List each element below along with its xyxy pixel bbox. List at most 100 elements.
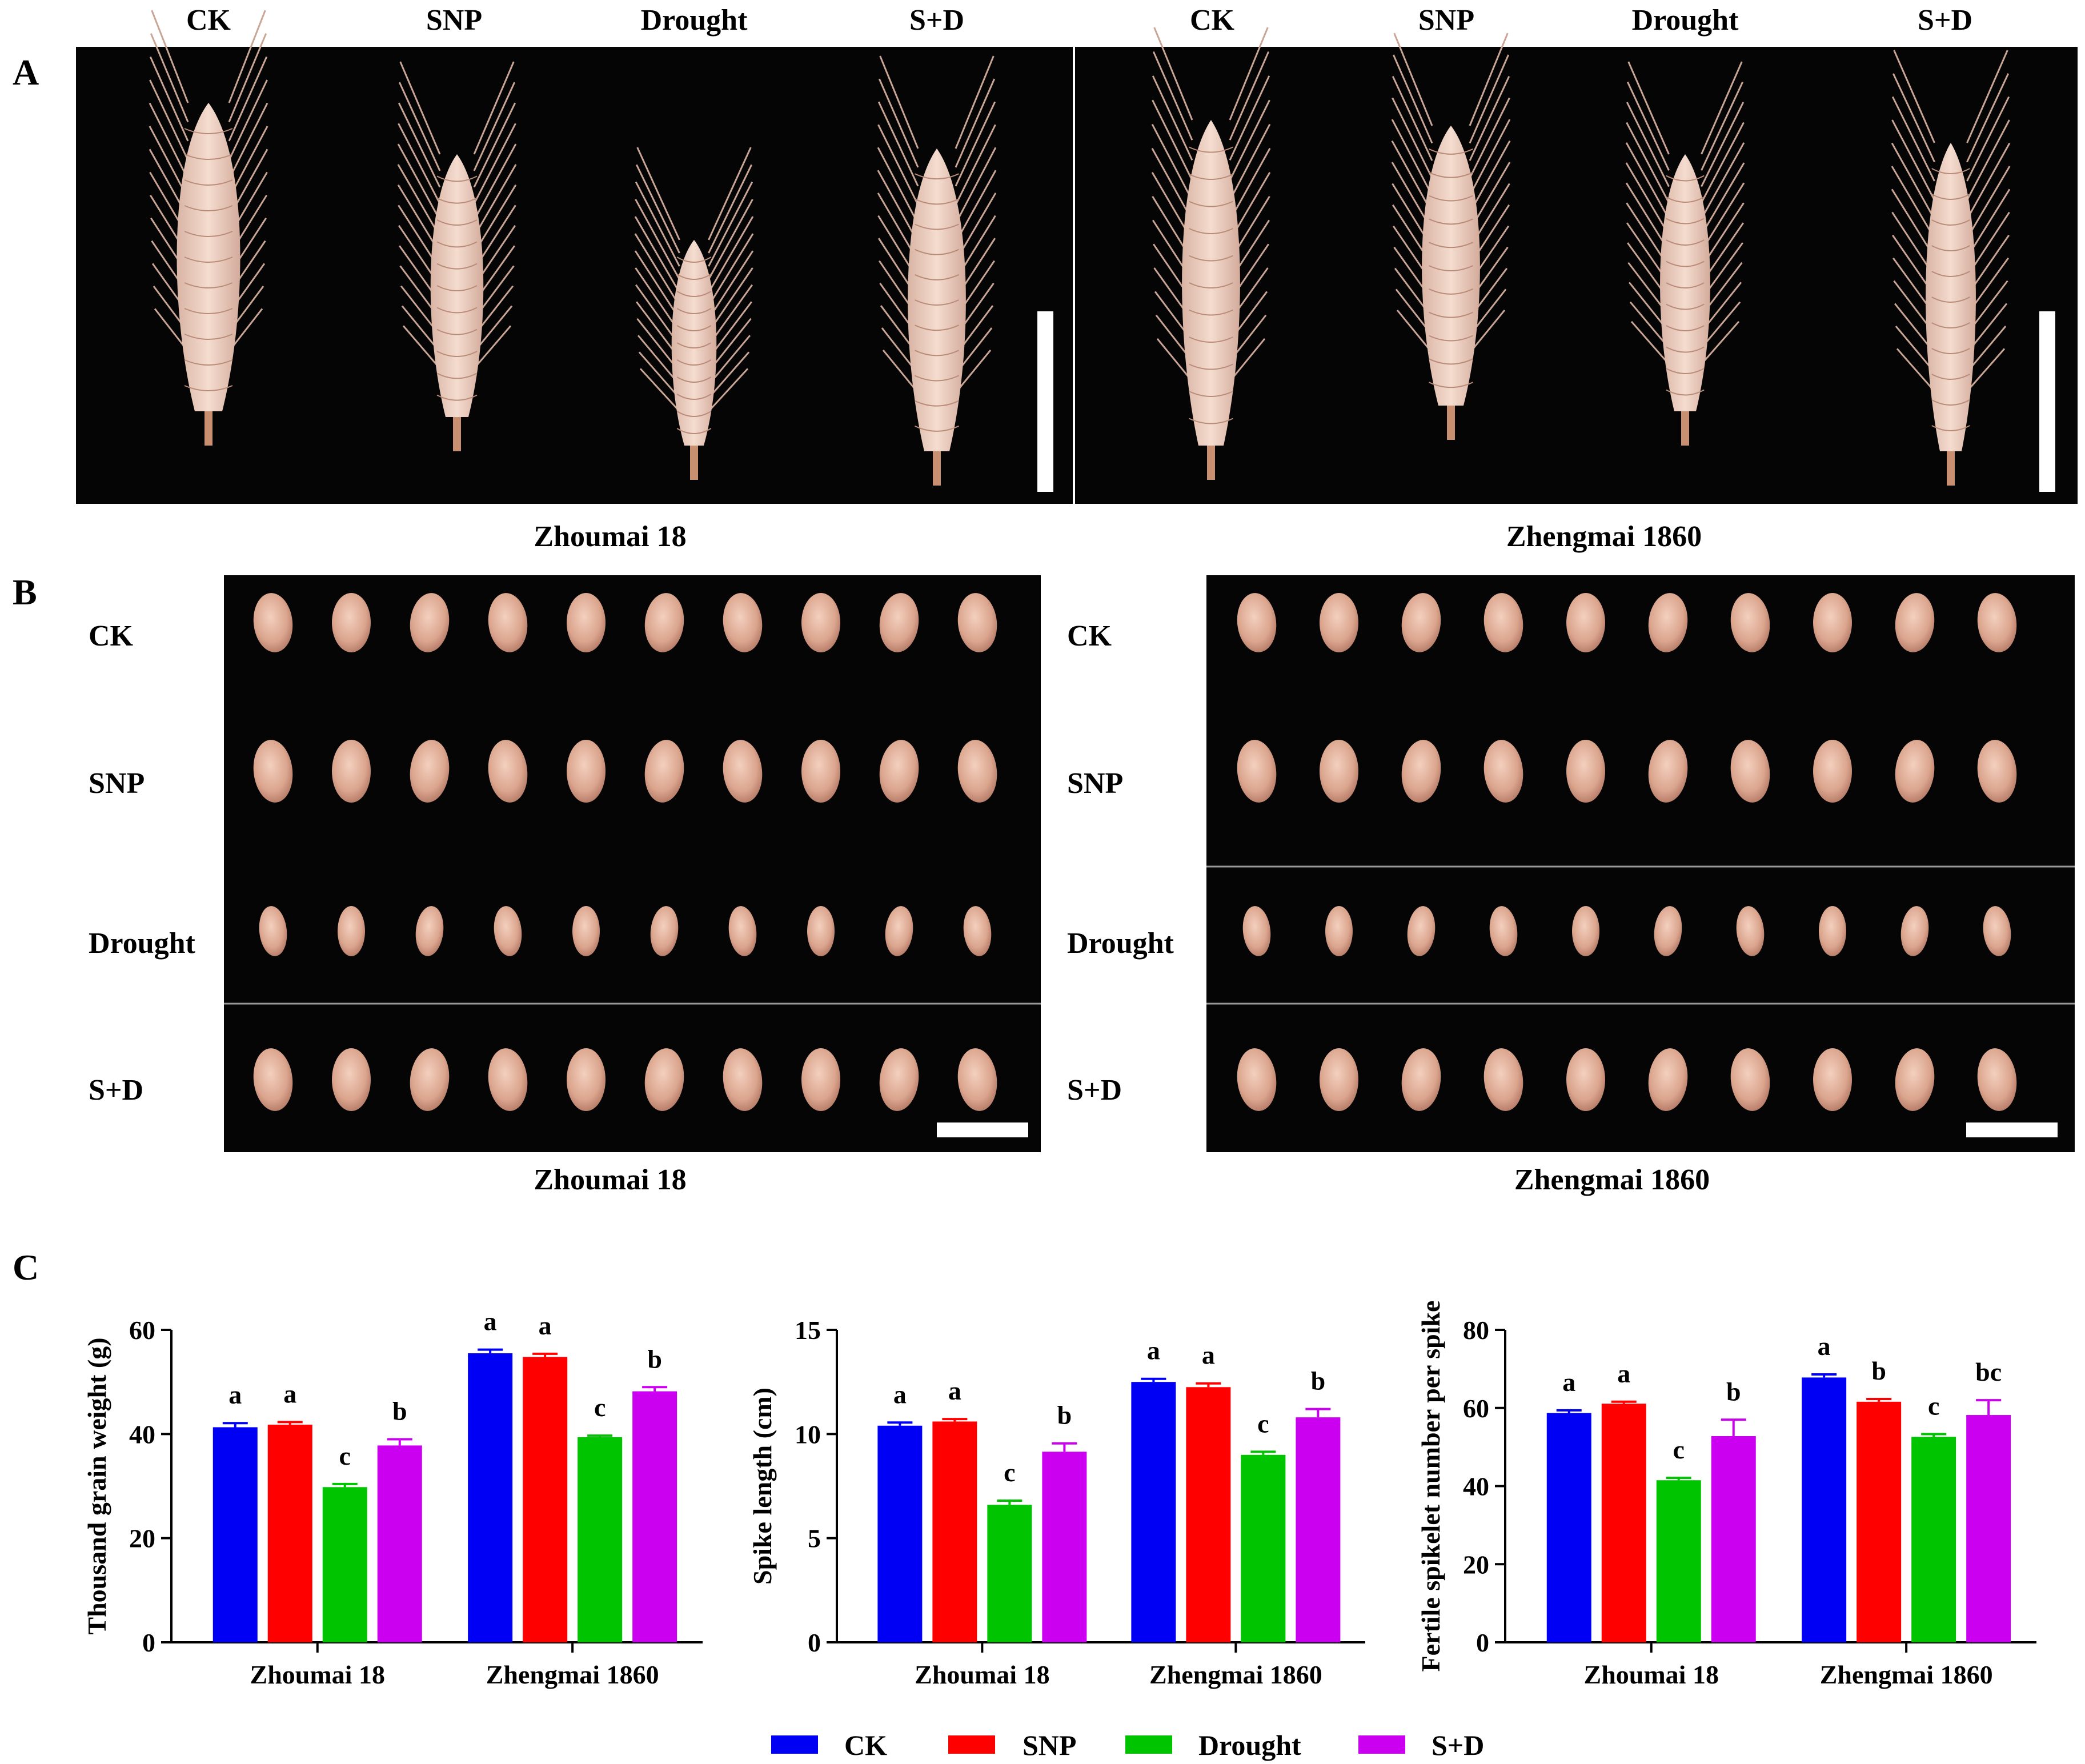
grain-illustrations xyxy=(253,593,2017,1111)
awn xyxy=(1625,142,1670,219)
significance-letter: a xyxy=(948,1376,961,1405)
spikelet-line xyxy=(1189,418,1233,424)
stem xyxy=(1947,451,1955,486)
spikelet-line xyxy=(676,325,712,331)
spikelet-line xyxy=(676,274,712,280)
significance-letter: bc xyxy=(1975,1357,2002,1386)
awn xyxy=(1966,50,2008,143)
spikelet-line xyxy=(676,376,712,383)
spikelet-line xyxy=(915,248,959,255)
bar-drought xyxy=(322,1487,367,1642)
spike-head xyxy=(671,240,717,446)
awn xyxy=(228,33,267,123)
stem xyxy=(933,451,941,486)
awn xyxy=(955,170,997,243)
significance-letter: a xyxy=(1202,1341,1215,1370)
awn xyxy=(398,102,441,188)
panel-a-label: A xyxy=(13,52,39,93)
wheat-grain xyxy=(338,906,365,956)
cultivar-label-zhoumai18: Zhoumai 18 xyxy=(534,520,686,553)
wheat-grain xyxy=(644,593,684,652)
awn xyxy=(1891,142,1935,220)
wheat-grain xyxy=(415,906,444,956)
awn xyxy=(1469,119,1511,197)
significance-letter: a xyxy=(228,1380,242,1409)
wheat-grain xyxy=(567,593,606,652)
spikelet-line xyxy=(915,350,959,356)
spike-head xyxy=(1422,126,1480,406)
row-label-ck: CK xyxy=(89,620,134,652)
spikelet-line xyxy=(676,308,712,314)
awn xyxy=(1701,320,1740,365)
awn xyxy=(1701,182,1745,252)
wheat-spike xyxy=(149,10,268,446)
wheat-grain xyxy=(1648,1048,1688,1111)
wheat-grain xyxy=(1483,740,1523,803)
y-axis-label: Thousand grain weight (g) xyxy=(82,1337,111,1634)
awn xyxy=(402,325,441,369)
y-tick-label: 15 xyxy=(795,1316,821,1345)
awn xyxy=(879,55,919,149)
awn xyxy=(1966,348,2006,392)
spikelet-line xyxy=(1931,271,1970,277)
wheat-grain xyxy=(1813,1048,1852,1111)
awn xyxy=(708,164,753,254)
scale-bar xyxy=(1966,1122,2058,1137)
awn xyxy=(708,233,754,307)
awn xyxy=(398,82,441,171)
wheat-grain xyxy=(644,1048,684,1111)
awn xyxy=(636,147,680,240)
significance-letter: a xyxy=(1617,1359,1630,1388)
wheat-grain xyxy=(723,1048,763,1111)
spikelet-line xyxy=(436,351,478,357)
legend-label-ck: CK xyxy=(844,1729,887,1761)
bar-ck xyxy=(1546,1413,1591,1642)
awn xyxy=(955,349,992,394)
spikelet-line xyxy=(1666,175,1705,182)
awn xyxy=(1392,97,1433,179)
significance-letter: b xyxy=(647,1344,662,1373)
bar-snp xyxy=(932,1421,977,1642)
awn xyxy=(397,164,441,237)
awn xyxy=(228,56,268,142)
awn xyxy=(637,335,680,386)
spikelet-line xyxy=(915,173,959,180)
awn xyxy=(708,147,752,240)
spikelet-line xyxy=(1429,358,1473,365)
awn xyxy=(878,78,919,168)
awn xyxy=(635,181,680,267)
bar-snp xyxy=(1601,1404,1646,1642)
awn xyxy=(1891,166,1935,239)
wheat-spike xyxy=(1625,61,1745,446)
awn xyxy=(149,102,189,180)
awn xyxy=(1626,81,1670,171)
spikelet-line xyxy=(1666,197,1705,203)
wheat-grain xyxy=(1237,740,1277,803)
wheat-grain xyxy=(1648,740,1688,803)
spikelet-line xyxy=(915,198,959,205)
row-label-ck: CK xyxy=(1067,620,1112,652)
spikelet-line xyxy=(915,299,959,306)
spike-photo-zhengmai1860 xyxy=(1075,47,2078,504)
spike-head xyxy=(430,154,484,417)
spikelet-line xyxy=(1429,335,1473,342)
legend-swatch-drought xyxy=(1125,1735,1172,1754)
awn xyxy=(1966,189,2011,258)
awn xyxy=(1229,123,1271,201)
wheat-grain xyxy=(488,593,528,652)
bar-sd xyxy=(377,1445,422,1642)
scale-bar xyxy=(1037,311,1053,492)
legend-swatch-ck xyxy=(771,1735,818,1754)
significance-letter: b xyxy=(1871,1356,1886,1385)
awn xyxy=(708,351,750,399)
awn xyxy=(634,250,680,320)
spike-head xyxy=(177,103,240,411)
wheat-grain xyxy=(723,593,763,652)
wheat-grain xyxy=(1813,593,1852,652)
wheat-spike xyxy=(634,147,754,480)
legend-label-sd: S+D xyxy=(1432,1729,1484,1761)
row-label-sd: S+D xyxy=(89,1074,143,1106)
bar-sd xyxy=(632,1391,677,1642)
awn xyxy=(1966,119,2010,201)
